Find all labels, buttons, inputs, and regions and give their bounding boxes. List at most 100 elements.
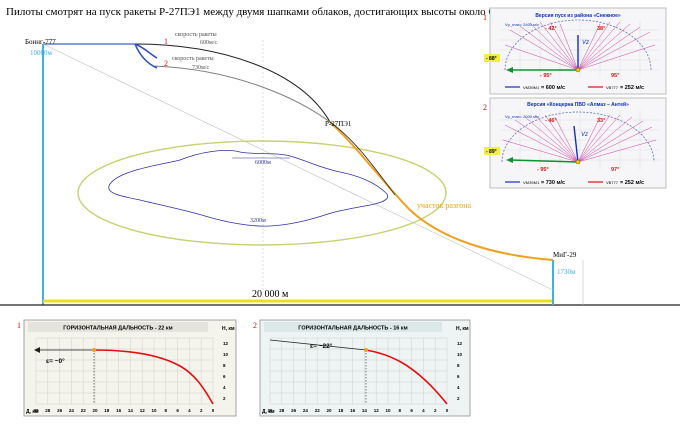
missile-trajectory: [365, 349, 448, 405]
distance-label: 20 000 м: [252, 289, 289, 300]
fragment-envelope: [501, 111, 655, 163]
y-tick-label: 2: [223, 396, 226, 401]
y-tick-label: 4: [223, 385, 226, 390]
angle-bottom-left: - 95°: [540, 73, 552, 79]
legend-missile-value: = 600 м/с: [541, 85, 565, 91]
cloud-zone-ellipse: [77, 140, 447, 246]
x-tick-label: 0: [446, 408, 449, 413]
y-tick-label: 12: [457, 341, 463, 346]
panel-frame: [23, 319, 237, 417]
x-tick-label: 10: [385, 408, 391, 413]
bottom-panel-2: 2 ГОРИЗОНТАЛЬНАЯ ДАЛЬНОСТЬ - 16 км Н, км…: [253, 319, 471, 417]
y-tick-labels: 12 10 8 6 4 2: [457, 341, 463, 401]
x-tick-label: 8: [165, 408, 168, 413]
panel-title: Версия пуск из района «Снежное»: [535, 12, 621, 19]
x-tick-label: 20: [92, 408, 98, 413]
legend-boeing-value: = 252 м/с: [620, 85, 644, 91]
legend-boeing-sub: VB777: [606, 85, 619, 90]
boeing-descent-1: [134, 43, 158, 59]
y-tick-label: 6: [457, 374, 460, 379]
missile-label: Р-27ПЭ1: [325, 120, 352, 128]
line-of-sight: [42, 43, 554, 291]
panel-title-bar: [264, 322, 442, 332]
variant1-text1: скорость ракеты: [175, 32, 217, 38]
x-tick-label: 0: [212, 408, 215, 413]
x-tick-label: 28: [45, 408, 51, 413]
x-tick-label: 30: [267, 408, 273, 413]
chart-grid: [35, 337, 214, 405]
x-tick-label: 16: [116, 408, 122, 413]
x-tick-label: 18: [104, 408, 110, 413]
y-tick-label: 2: [457, 396, 460, 401]
arrow-head-icon: [506, 157, 513, 163]
panel-title: Версия «Концерна ПВО «Алмаз – Антей»: [527, 101, 629, 108]
page-title: Пилоты смотрят на пуск ракеты Р-27ПЭ1 ме…: [6, 6, 523, 18]
angle-left: - 42°: [545, 26, 557, 32]
elevation-angle: ε= ~0°: [46, 357, 65, 365]
x-tick-label: 10: [151, 408, 157, 413]
vz-arrow: [573, 125, 579, 163]
legend-missile-sub: VМЗ9М1: [523, 180, 540, 185]
right-panel-2: 2 Версия «Концерна ПВО «Алмаз – Антей» V…: [483, 97, 667, 189]
angle-bottom-right: 97°: [611, 167, 619, 173]
trajectory-variant-1: [134, 43, 331, 123]
cloud-width-label: 3200м: [250, 218, 266, 224]
x-tick-label: 30: [33, 408, 39, 413]
main-diagram: Боинг-777 10060м 20 000 м МиГ-29 1730м 6…: [0, 32, 680, 306]
angle-left: - 46°: [545, 118, 557, 124]
variant1-text2: 600м/с: [200, 40, 217, 46]
missile-path-inner: [329, 121, 396, 196]
panel-frame: [489, 97, 667, 189]
panel-title: ГОРИЗОНТАЛЬНАЯ ДАЛЬНОСТЬ - 22 км: [63, 326, 172, 332]
right-panel-1: 1 Версия пуск из района «Снежное» Vz: [483, 7, 667, 95]
arrow-head-icon: [506, 67, 513, 73]
d-axis-label: Д, км: [26, 409, 39, 415]
legend-missile-value: = 730 м/с: [541, 180, 565, 186]
y-tick-label: 10: [457, 352, 463, 357]
mig-label: МиГ-29: [553, 251, 577, 259]
y-tick-label: 10: [223, 352, 229, 357]
cloud-top-label: 6000м: [255, 160, 271, 166]
missile-boost-path: [329, 121, 554, 261]
y-tick-label: 6: [223, 374, 226, 379]
panel-title-bar: [28, 322, 208, 332]
x-tick-label: 26: [291, 408, 297, 413]
panel-title: ГОРИЗОНТАЛЬНАЯ ДАЛЬНОСТЬ - 16 км: [298, 326, 407, 332]
y-tick-label: 8: [457, 363, 460, 368]
x-tick-label: 18: [338, 408, 344, 413]
x-tick-label: 6: [176, 408, 179, 413]
x-tick-label: 22: [81, 408, 87, 413]
x-tick-label: 24: [69, 408, 75, 413]
variant1-number: 1: [164, 37, 168, 46]
y-tick-labels: 12 10 8 6 4 2: [223, 341, 229, 401]
x-tick-label: 4: [188, 408, 191, 413]
side-angle: - 89°: [486, 149, 497, 155]
x-tick-label: 8: [399, 408, 402, 413]
elevation-angle: ε= ~22°: [310, 342, 333, 350]
angle-bottom-right: 95°: [611, 73, 619, 79]
legend-missile-sub: VМЗ9М1: [523, 85, 540, 90]
bottom-panel-1: 1 ГОРИЗОНТАЛЬНАЯ ДАЛЬНОСТЬ - 22 км Н, км…: [17, 319, 237, 417]
angle-bottom-left: - 95°: [537, 167, 549, 173]
sightline: [269, 339, 367, 351]
x-tick-label: 24: [303, 408, 309, 413]
side-angle-badge: [484, 147, 500, 155]
side-angle: - 88°: [486, 56, 497, 62]
panel-frame: [259, 319, 471, 417]
x-tick-label: 12: [374, 408, 380, 413]
y-tick-label: 4: [457, 385, 460, 390]
panel-number: 2: [483, 103, 487, 112]
burst-point: [575, 67, 581, 73]
trajectory-variant-2: [154, 65, 331, 123]
legend-boeing-sub: VB777: [606, 180, 619, 185]
missile-direction-arrow: [509, 159, 579, 163]
boeing-descent-2: [134, 43, 158, 69]
x-tick-label: 14: [128, 408, 134, 413]
d-axis-label: Д, км: [262, 409, 275, 415]
angle-right: 33°: [597, 118, 605, 124]
angle-right: 38°: [597, 26, 605, 32]
x-tick-label: 4: [422, 408, 425, 413]
h-axis-label: Н, км: [456, 326, 469, 332]
x-tick-label: 2: [434, 408, 437, 413]
